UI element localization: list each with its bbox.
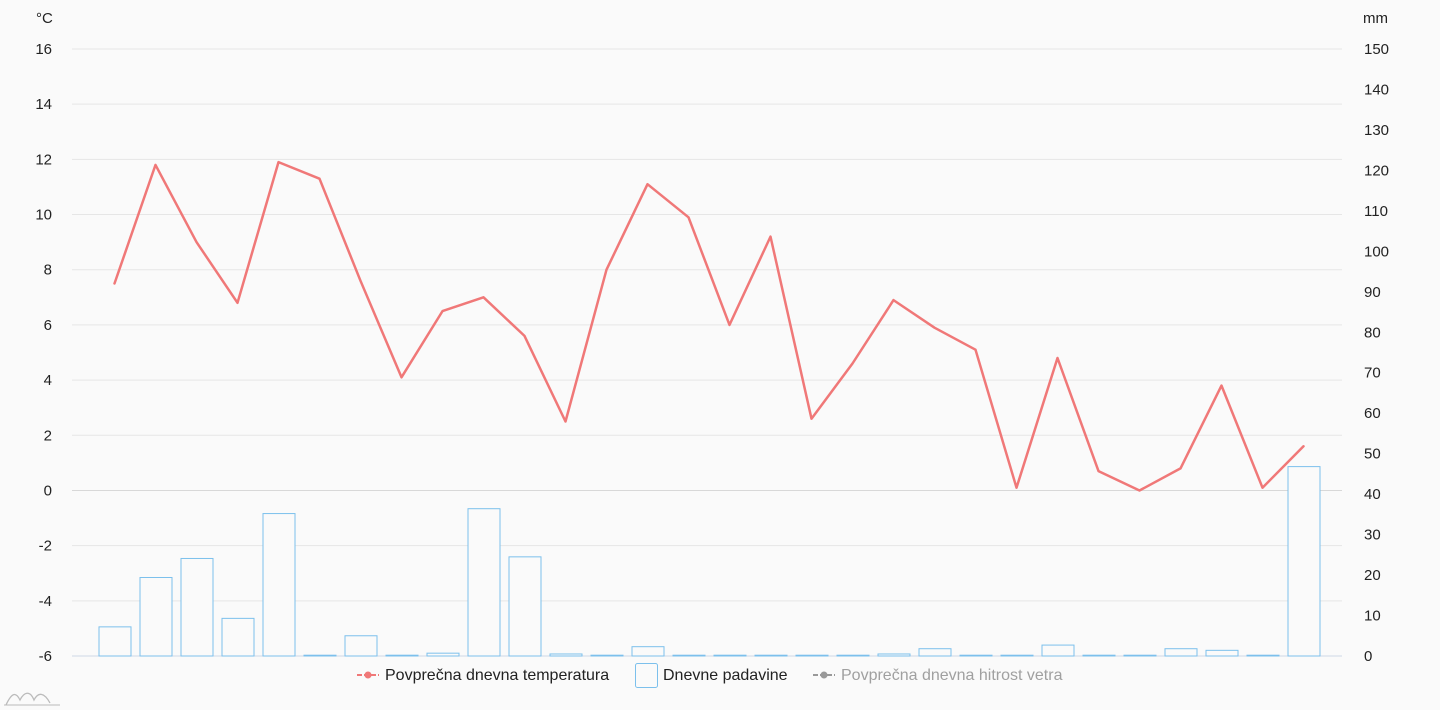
temperature-line-layer — [113, 160, 1305, 492]
precipitation-bar[interactable] — [344, 635, 378, 657]
right-tick-label: 150 — [1364, 41, 1389, 58]
left-tick-label: 4 — [44, 372, 52, 389]
precipitation-bar[interactable] — [590, 654, 624, 657]
precipitation-bar[interactable] — [1082, 654, 1116, 657]
left-tick-label: 10 — [35, 207, 52, 224]
precipitation-bar[interactable] — [1041, 644, 1075, 657]
precipitation-bar[interactable] — [959, 654, 993, 657]
precipitation-bar[interactable] — [1164, 648, 1198, 657]
precipitation-bar[interactable] — [98, 626, 132, 657]
precipitation-bar[interactable] — [221, 617, 255, 657]
left-tick-label: 12 — [35, 151, 52, 168]
precipitation-bar[interactable] — [303, 654, 337, 657]
temperature-line[interactable] — [113, 160, 1305, 492]
left-tick-label: 16 — [35, 41, 52, 58]
right-tick-label: 70 — [1364, 365, 1381, 382]
precipitation-bar[interactable] — [549, 653, 583, 657]
precipitation-bar[interactable] — [508, 556, 542, 657]
left-tick-label: 0 — [44, 482, 52, 499]
left-tick-label: 14 — [35, 96, 52, 113]
precipitation-bar[interactable] — [631, 646, 665, 657]
precipitation-bars — [98, 466, 1321, 657]
legend-label: Povprečna dnevna hitrost vetra — [841, 667, 1063, 684]
precipitation-bar[interactable] — [180, 557, 214, 657]
precipitation-bar[interactable] — [467, 508, 501, 657]
legend-label: Povprečna dnevna temperatura — [385, 667, 609, 684]
precipitation-bar[interactable] — [262, 513, 296, 657]
left-y-axis: °C 16 14 12 10 8 6 4 2 0 -2 -4 -6 — [35, 10, 53, 665]
right-tick-label: 90 — [1364, 284, 1381, 301]
left-tick-label: -2 — [39, 538, 52, 555]
precipitation-bar[interactable] — [877, 653, 911, 657]
precipitation-bar[interactable] — [1000, 654, 1034, 657]
precipitation-bar[interactable] — [139, 576, 173, 657]
logo-icon — [4, 692, 60, 706]
precipitation-bar[interactable] — [426, 652, 460, 657]
precipitation-bar[interactable] — [713, 654, 747, 657]
legend-item-temperature[interactable]: Povprečna dnevna temperatura — [357, 667, 609, 684]
left-tick-label: 2 — [44, 427, 52, 444]
precipitation-bar[interactable] — [1205, 649, 1239, 657]
precipitation-bar[interactable] — [672, 654, 706, 657]
right-tick-label: 0 — [1364, 648, 1372, 665]
legend: Povprečna dnevna temperatura Dnevne padav… — [357, 663, 1063, 688]
right-tick-label: 20 — [1364, 567, 1381, 584]
right-tick-label: 140 — [1364, 81, 1389, 98]
left-axis-unit: °C — [36, 10, 53, 27]
right-tick-label: 50 — [1364, 446, 1381, 463]
legend-box-marker — [635, 663, 658, 688]
legend-label: Dnevne padavine — [663, 667, 788, 684]
left-tick-label: -4 — [39, 593, 52, 610]
right-tick-label: 40 — [1364, 486, 1381, 503]
precipitation-bar[interactable] — [918, 648, 952, 657]
right-axis-unit: mm — [1363, 10, 1388, 27]
left-tick-label: -6 — [39, 648, 52, 665]
right-tick-label: 130 — [1364, 122, 1389, 139]
legend-item-precipitation[interactable]: Dnevne padavine — [635, 663, 788, 688]
right-tick-label: 120 — [1364, 162, 1389, 179]
legend-dot-marker — [820, 671, 828, 679]
precipitation-bar[interactable] — [795, 654, 829, 657]
left-tick-label: 8 — [44, 262, 52, 279]
precipitation-bar[interactable] — [385, 654, 419, 657]
right-tick-label: 110 — [1364, 203, 1388, 220]
right-tick-label: 10 — [1364, 608, 1381, 625]
precipitation-bar[interactable] — [1287, 466, 1321, 657]
right-tick-label: 80 — [1364, 324, 1381, 341]
right-tick-label: 60 — [1364, 405, 1381, 422]
legend-item-wind[interactable]: Povprečna dnevna hitrost vetra — [813, 667, 1063, 684]
precipitation-bar[interactable] — [1123, 654, 1157, 657]
precipitation-bar[interactable] — [836, 654, 870, 657]
right-tick-label: 100 — [1364, 243, 1389, 260]
right-tick-label: 30 — [1364, 527, 1381, 544]
precipitation-bar[interactable] — [1246, 654, 1280, 657]
legend-dot-marker — [364, 671, 372, 679]
precipitation-bar[interactable] — [754, 654, 788, 657]
left-tick-label: 6 — [44, 317, 52, 334]
